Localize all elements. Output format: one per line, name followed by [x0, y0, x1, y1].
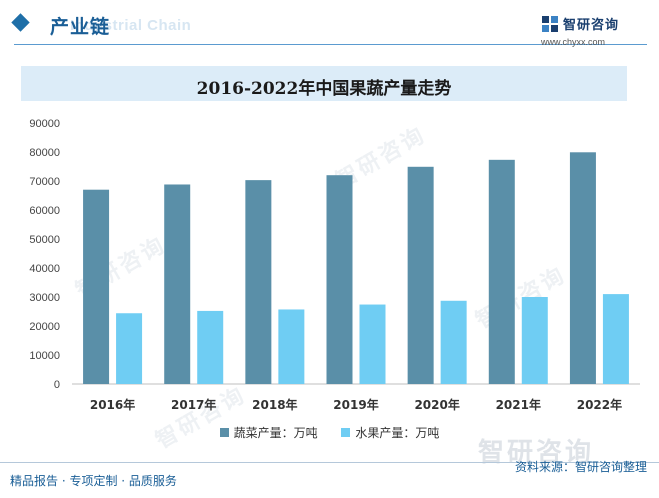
x-tick-label: 2020年 [414, 397, 459, 412]
bar-fruit [278, 309, 305, 384]
bar-fruit [197, 310, 224, 384]
logo-url: www.chyxx.com [541, 37, 606, 47]
y-tick-label: 80000 [29, 147, 60, 159]
bar-fruit [116, 313, 143, 384]
bar-vegetable [245, 180, 272, 384]
chart-title-box: 2016-2022年中国果蔬产量走势 [21, 66, 627, 101]
watermark-footer: 智研咨询 [478, 438, 595, 468]
bar-vegetable [164, 184, 191, 384]
page-header: Industrial Chain 产业链 智研咨询 www.chyxx.com [0, 0, 659, 47]
y-tick-label: 0 [54, 379, 60, 391]
legend-item-vegetable: 蔬菜产量：万吨 [219, 424, 318, 441]
chart-title: 2016-2022年中国果蔬产量走势 [196, 79, 452, 99]
legend-swatch-vegetable [219, 428, 229, 437]
bar-vegetable [488, 159, 515, 384]
diamond-icon [11, 13, 30, 32]
header-divider [14, 44, 647, 45]
bar-fruit [602, 294, 629, 384]
footer-divider [0, 462, 659, 463]
y-tick-label: 70000 [29, 176, 60, 188]
bar-vegetable [569, 152, 596, 384]
bar-fruit [359, 304, 386, 384]
y-tick-label: 90000 [29, 118, 60, 130]
source-note: 资料来源：智研咨询整理 [514, 460, 647, 474]
x-tick-label: 2021年 [496, 397, 541, 412]
section-title-shadow: Industrial Chain [70, 17, 192, 34]
brand-logo: 智研咨询 www.chyxx.com [541, 11, 641, 47]
y-tick-label: 10000 [29, 350, 60, 362]
x-tick-label: 2018年 [252, 397, 297, 412]
chart-legend: 蔬菜产量：万吨 水果产量：万吨 [0, 424, 659, 444]
y-tick-label: 20000 [29, 321, 60, 333]
section-title: 产业链 [50, 16, 111, 38]
bar-fruit [440, 300, 467, 384]
bar-vegetable [407, 166, 434, 384]
y-tick-label: 40000 [29, 263, 60, 275]
bar-chart: 0 10000 20000 30000 40000 50000 60000 70000 8000… [29, 118, 640, 412]
x-tick-label: 2019年 [333, 397, 378, 412]
bar-fruit [521, 297, 548, 384]
logo-name: 智研咨询 [563, 18, 620, 33]
x-tick-label: 2016年 [90, 397, 135, 412]
footer-tagline: 精品报告 · 专项定制 · 品质服务 [10, 474, 177, 488]
logo-mark-icon [542, 16, 558, 32]
y-tick-label: 60000 [29, 205, 60, 217]
bar-vegetable [326, 175, 353, 384]
x-tick-label: 2022年 [577, 397, 622, 412]
legend-item-fruit: 水果产量：万吨 [341, 424, 439, 441]
legend-label-fruit: 水果产量：万吨 [355, 426, 440, 440]
y-tick-label: 30000 [29, 292, 60, 304]
legend-label-vegetable: 蔬菜产量：万吨 [233, 426, 318, 440]
y-tick-label: 50000 [29, 234, 60, 246]
x-tick-label: 2017年 [171, 397, 216, 412]
bar-vegetable [83, 189, 110, 384]
legend-swatch-fruit [341, 428, 351, 437]
